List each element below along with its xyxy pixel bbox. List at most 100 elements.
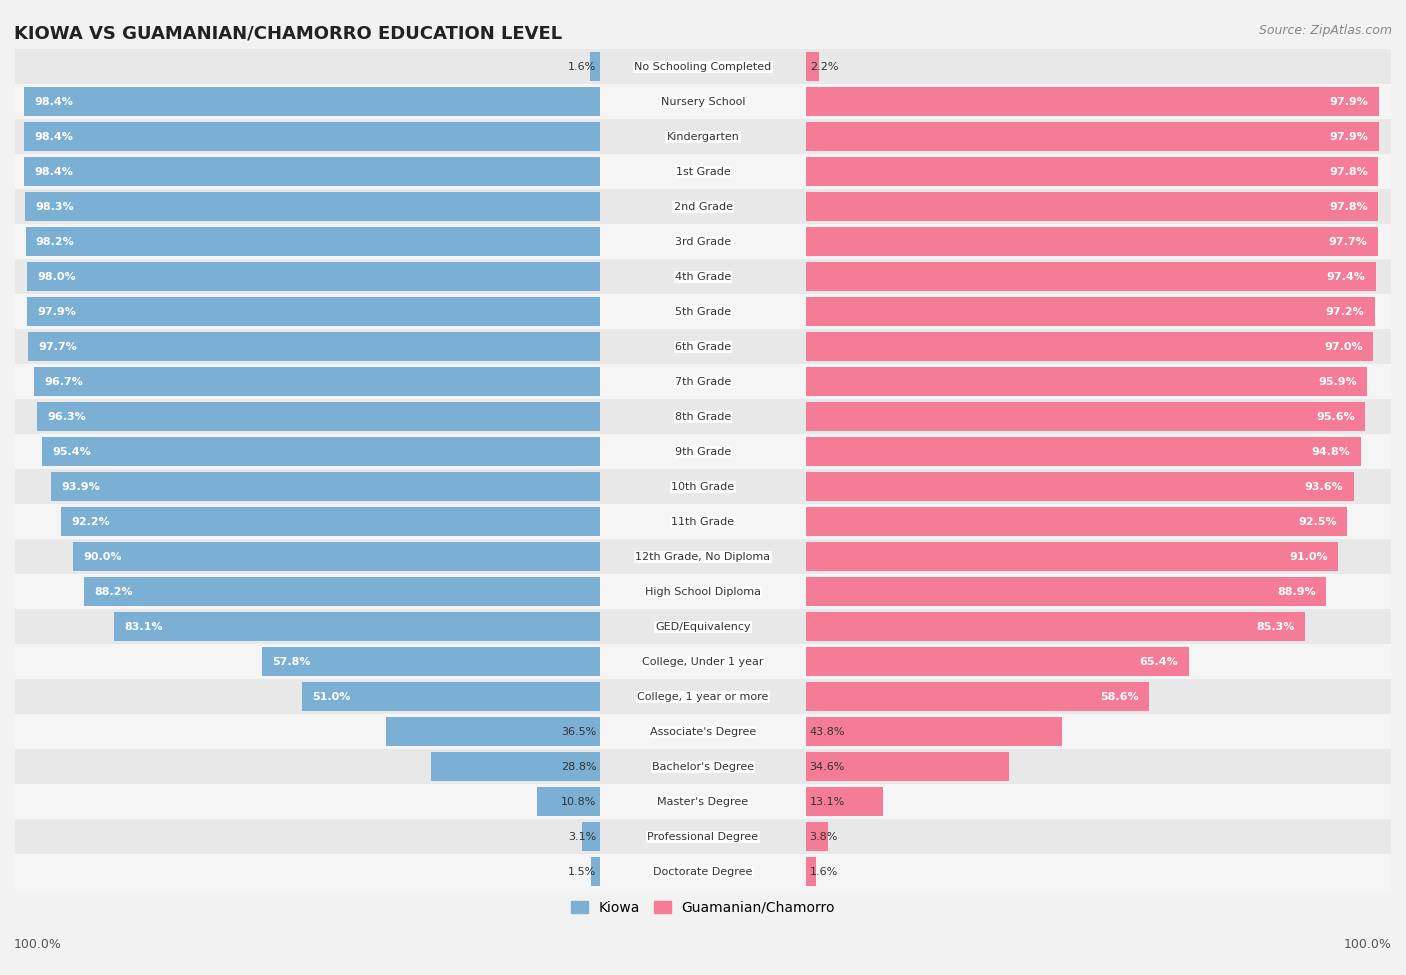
Bar <box>51 472 600 501</box>
Text: 97.7%: 97.7% <box>1329 237 1367 247</box>
Bar <box>25 227 600 256</box>
Bar <box>591 857 600 886</box>
Bar <box>806 53 820 81</box>
Text: 93.9%: 93.9% <box>60 482 100 491</box>
Text: 97.0%: 97.0% <box>1324 341 1364 352</box>
Text: 88.2%: 88.2% <box>94 587 134 597</box>
Text: KIOWA VS GUAMANIAN/CHAMORRO EDUCATION LEVEL: KIOWA VS GUAMANIAN/CHAMORRO EDUCATION LE… <box>14 24 562 42</box>
Bar <box>28 332 600 361</box>
Bar <box>15 819 1391 854</box>
Bar <box>806 297 1375 326</box>
Bar <box>806 542 1339 571</box>
Text: 95.4%: 95.4% <box>52 447 91 456</box>
Bar <box>806 157 1378 186</box>
Text: 2.2%: 2.2% <box>810 61 838 71</box>
Bar <box>24 122 600 151</box>
Bar <box>806 612 1305 642</box>
Text: 97.8%: 97.8% <box>1329 202 1368 212</box>
Text: College, Under 1 year: College, Under 1 year <box>643 657 763 667</box>
Bar <box>15 189 1391 224</box>
Text: 92.5%: 92.5% <box>1298 517 1337 526</box>
Text: 10th Grade: 10th Grade <box>672 482 734 491</box>
Bar <box>84 577 600 606</box>
Text: 57.8%: 57.8% <box>273 657 311 667</box>
Text: Nursery School: Nursery School <box>661 97 745 106</box>
Bar <box>301 682 600 711</box>
Text: 13.1%: 13.1% <box>810 797 845 806</box>
Bar <box>582 823 600 851</box>
Text: 12th Grade, No Diploma: 12th Grade, No Diploma <box>636 552 770 562</box>
Text: 7th Grade: 7th Grade <box>675 376 731 387</box>
Bar <box>114 612 600 642</box>
Text: 91.0%: 91.0% <box>1289 552 1329 562</box>
Bar <box>15 84 1391 119</box>
Text: 94.8%: 94.8% <box>1312 447 1350 456</box>
Bar <box>15 574 1391 609</box>
Text: 90.0%: 90.0% <box>84 552 122 562</box>
Text: Source: ZipAtlas.com: Source: ZipAtlas.com <box>1258 24 1392 37</box>
Text: 97.4%: 97.4% <box>1327 272 1365 282</box>
Bar <box>15 294 1391 330</box>
Text: 1.5%: 1.5% <box>568 867 596 877</box>
Bar <box>34 368 600 396</box>
Bar <box>15 504 1391 539</box>
Text: 11th Grade: 11th Grade <box>672 517 734 526</box>
Text: 28.8%: 28.8% <box>561 761 596 772</box>
Bar <box>37 403 600 431</box>
Bar <box>60 507 600 536</box>
Text: 34.6%: 34.6% <box>810 761 845 772</box>
Text: 10.8%: 10.8% <box>561 797 596 806</box>
Bar <box>15 854 1391 889</box>
Text: 43.8%: 43.8% <box>810 726 845 737</box>
Text: 98.2%: 98.2% <box>35 237 75 247</box>
Text: 98.4%: 98.4% <box>35 167 73 176</box>
Text: 3rd Grade: 3rd Grade <box>675 237 731 247</box>
Text: 65.4%: 65.4% <box>1140 657 1178 667</box>
Bar <box>806 577 1326 606</box>
Bar <box>806 368 1367 396</box>
Text: 92.2%: 92.2% <box>70 517 110 526</box>
Bar <box>806 332 1374 361</box>
Text: High School Diploma: High School Diploma <box>645 587 761 597</box>
Text: 96.7%: 96.7% <box>45 376 83 387</box>
Text: 1.6%: 1.6% <box>810 867 838 877</box>
Bar <box>42 438 600 466</box>
Bar <box>806 262 1376 291</box>
Bar <box>806 472 1354 501</box>
Bar <box>15 154 1391 189</box>
Bar <box>537 788 600 816</box>
Text: 97.2%: 97.2% <box>1326 307 1364 317</box>
Text: 2nd Grade: 2nd Grade <box>673 202 733 212</box>
Text: 98.4%: 98.4% <box>35 132 73 141</box>
Bar <box>15 434 1391 469</box>
Bar <box>387 718 600 746</box>
Text: 100.0%: 100.0% <box>14 938 62 951</box>
Text: Kindergarten: Kindergarten <box>666 132 740 141</box>
Bar <box>15 784 1391 819</box>
Bar <box>806 192 1378 221</box>
Legend: Kiowa, Guamanian/Chamorro: Kiowa, Guamanian/Chamorro <box>565 895 841 920</box>
Text: 3.1%: 3.1% <box>568 832 596 841</box>
Bar <box>27 262 600 291</box>
Bar <box>806 857 815 886</box>
Bar <box>15 749 1391 784</box>
Bar <box>24 88 600 116</box>
Bar <box>15 49 1391 84</box>
Bar <box>15 715 1391 749</box>
Bar <box>806 507 1347 536</box>
Bar <box>806 403 1365 431</box>
Text: Professional Degree: Professional Degree <box>647 832 759 841</box>
Bar <box>591 53 600 81</box>
Text: 58.6%: 58.6% <box>1099 691 1139 702</box>
Bar <box>15 224 1391 259</box>
Bar <box>15 365 1391 399</box>
Text: 8th Grade: 8th Grade <box>675 411 731 422</box>
Text: 36.5%: 36.5% <box>561 726 596 737</box>
Text: 85.3%: 85.3% <box>1257 622 1295 632</box>
Bar <box>432 753 600 781</box>
Bar <box>806 122 1379 151</box>
Text: 97.9%: 97.9% <box>1330 97 1368 106</box>
Bar <box>806 647 1188 676</box>
Bar <box>15 330 1391 365</box>
Text: 95.9%: 95.9% <box>1317 376 1357 387</box>
